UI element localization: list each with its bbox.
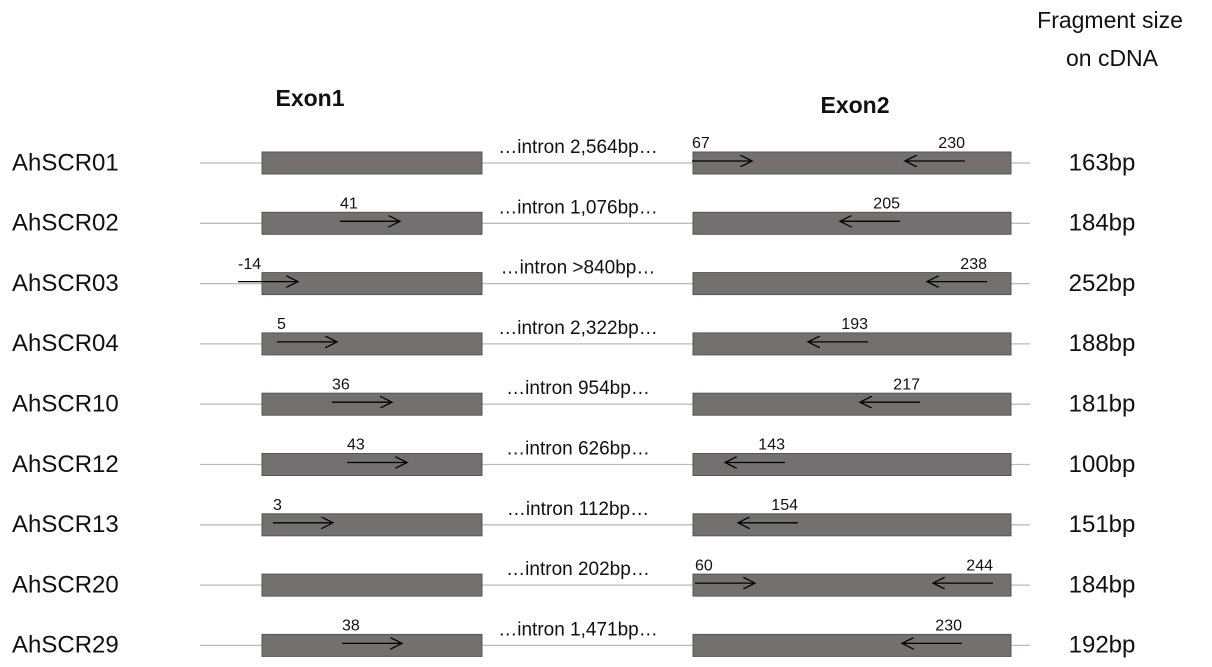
intron-label: …intron 112bp… bbox=[507, 499, 649, 520]
exon2-box bbox=[692, 272, 1012, 296]
gene-label: AhSCR12 bbox=[12, 451, 119, 478]
exon1-box bbox=[261, 211, 483, 235]
exon1-box bbox=[261, 332, 483, 356]
intron-label: …intron 626bp… bbox=[506, 439, 650, 460]
gene-label: AhSCR10 bbox=[12, 391, 119, 418]
reverse-label: 230 bbox=[938, 135, 965, 152]
exon1-box bbox=[261, 272, 483, 296]
exon2-box bbox=[692, 453, 1012, 476]
reverse-label: 238 bbox=[960, 256, 987, 273]
fragment-size: 181bp bbox=[1069, 391, 1136, 418]
forward-label: 3 bbox=[273, 497, 282, 514]
exon2-header: Exon2 bbox=[820, 92, 889, 118]
forward-label: 67 bbox=[692, 135, 710, 152]
size-title: on cDNA bbox=[1066, 45, 1159, 71]
intron-label: …intron 954bp… bbox=[506, 378, 650, 399]
gene-label: AhSCR13 bbox=[12, 511, 119, 538]
intron-label: …intron 1,471bp… bbox=[498, 619, 658, 640]
gene-label: AhSCR02 bbox=[12, 210, 119, 237]
gene-label: AhSCR01 bbox=[12, 149, 119, 176]
reverse-label: 244 bbox=[966, 557, 993, 574]
exon1-box bbox=[261, 633, 483, 657]
exon1-box bbox=[261, 453, 483, 476]
fragment-size: 163bp bbox=[1069, 149, 1136, 176]
forward-label: 38 bbox=[342, 618, 360, 635]
intron-label: …intron >840bp… bbox=[501, 258, 656, 279]
exon2-box bbox=[692, 513, 1012, 537]
exon1-box bbox=[261, 392, 483, 416]
exon2-box bbox=[692, 332, 1012, 356]
reverse-label: 230 bbox=[935, 618, 962, 635]
gene-label: AhSCR20 bbox=[12, 571, 119, 598]
forward-label: 43 bbox=[347, 437, 365, 454]
reverse-label: 154 bbox=[771, 497, 798, 514]
reverse-label: 205 bbox=[873, 196, 900, 213]
forward-label: 60 bbox=[695, 557, 713, 574]
exon2-box bbox=[692, 392, 1012, 416]
forward-label: 41 bbox=[340, 196, 358, 213]
fragment-size: 184bp bbox=[1069, 210, 1136, 237]
gene-label: AhSCR03 bbox=[12, 270, 119, 297]
exon1-box bbox=[261, 573, 483, 597]
intron-label: …intron 202bp… bbox=[506, 559, 650, 580]
intron-label: …intron 2,322bp… bbox=[498, 318, 658, 339]
fragment-size: 192bp bbox=[1069, 632, 1136, 659]
fragment-size: 252bp bbox=[1069, 270, 1136, 297]
fragment-size: 184bp bbox=[1069, 571, 1136, 598]
reverse-label: 193 bbox=[841, 316, 868, 333]
fragment-size: 151bp bbox=[1069, 511, 1136, 538]
reverse-label: 143 bbox=[758, 437, 785, 454]
exon2-box bbox=[692, 633, 1012, 657]
intron-label: …intron 2,564bp… bbox=[498, 137, 658, 158]
exon1-box bbox=[261, 151, 483, 175]
reverse-label: 217 bbox=[893, 376, 920, 393]
exon1-header: Exon1 bbox=[275, 85, 344, 111]
exon1-box bbox=[261, 513, 483, 537]
intron-label: …intron 1,076bp… bbox=[498, 197, 658, 218]
forward-label: 5 bbox=[277, 316, 286, 333]
gene-label: AhSCR29 bbox=[12, 632, 119, 659]
fragment-size: 188bp bbox=[1069, 330, 1136, 357]
forward-label: 36 bbox=[332, 376, 350, 393]
exon2-box bbox=[692, 211, 1012, 235]
forward-label: -14 bbox=[238, 256, 261, 273]
exon2-box bbox=[692, 573, 1012, 597]
gene-label: AhSCR04 bbox=[12, 330, 119, 357]
exon2-box bbox=[692, 151, 1012, 175]
size-title: Fragment size bbox=[1037, 7, 1183, 33]
fragment-size: 100bp bbox=[1069, 451, 1136, 478]
